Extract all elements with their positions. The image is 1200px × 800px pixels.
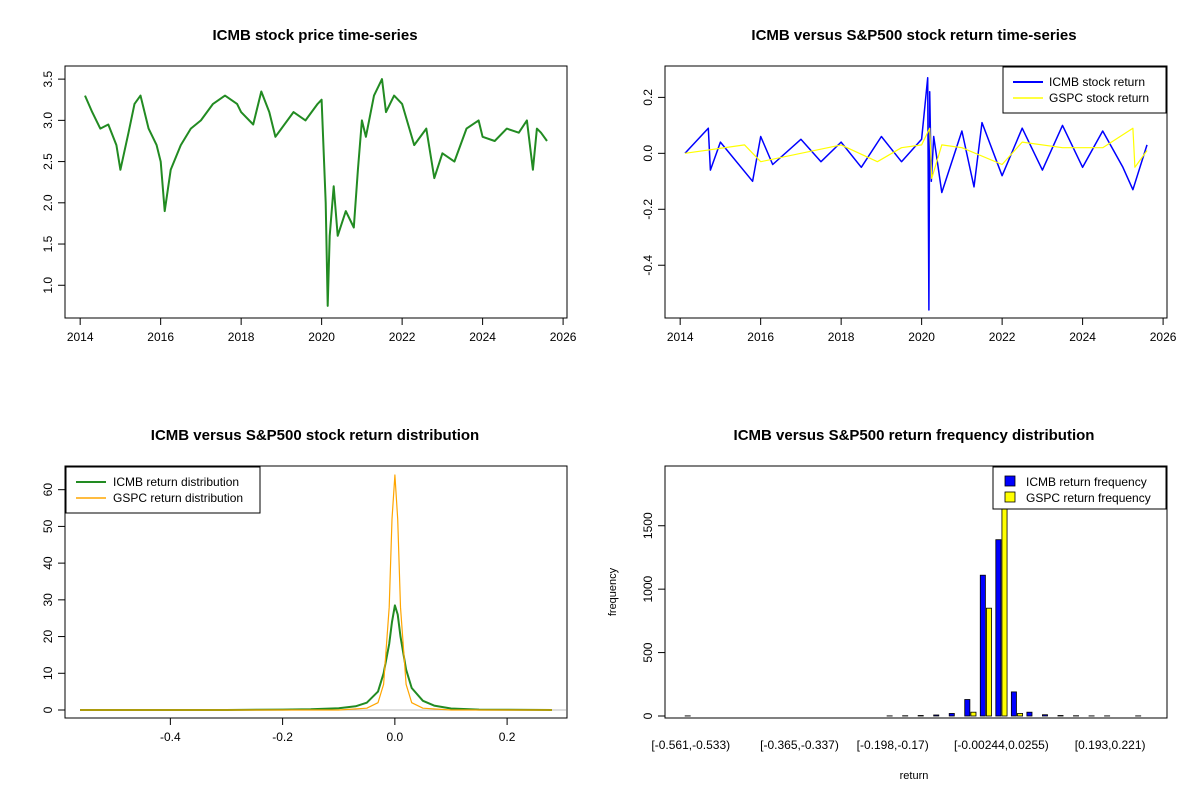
density-series	[80, 474, 566, 711]
density-x-tick-label: 0.2	[499, 730, 516, 744]
histogram-axes: 0 500 1000 1500 [-0.561,-0.533) [-0.365,-0.33…	[641, 512, 1146, 752]
histogram-x-tick-label: [-0.00244,0.0255)	[954, 738, 1049, 752]
price-x-tick-label: 2016	[147, 330, 174, 344]
returns-legend-label-gspc: GSPC stock return	[1049, 91, 1149, 105]
histogram-chart-title: ICMB versus S&P500 return frequency dist…	[734, 427, 1095, 444]
price-x-tick-label: 2020	[308, 330, 335, 344]
price-x-tick-label: 2014	[67, 330, 94, 344]
returns-x-tick-label: 2020	[908, 330, 935, 344]
histogram-legend-swatch-icmb	[1004, 475, 1016, 487]
returns-axes: 2014 2016 2018 2020 2022 2024 2026 -0.4 -0.2 0.0 0…	[641, 89, 1177, 344]
price-y-tick-label: 3.5	[41, 70, 55, 87]
returns-y-tick-label: -0.2	[641, 199, 655, 220]
icmb-frequency-bar	[964, 699, 971, 717]
icmb-frequency-bar	[1026, 711, 1033, 717]
histogram-legend-box	[992, 466, 1167, 510]
density-legend-box	[65, 466, 261, 514]
price-y-tick-label: 3.0	[41, 112, 55, 129]
returns-legend: ICMB stock return GSPC stock return	[1002, 66, 1167, 114]
icmb-frequency-bar	[995, 539, 1002, 717]
gspc-frequency-bar	[1017, 713, 1023, 717]
histogram-y-axis-label: frequency	[607, 567, 619, 616]
density-y-tick-label: 40	[41, 556, 55, 570]
price-y-tick-label: 1.0	[41, 277, 55, 294]
density-chart-title: ICMB versus S&P500 stock return distribu…	[151, 427, 479, 444]
icmb-frequency-bar	[979, 574, 986, 717]
gspc-return-line	[684, 127, 1148, 180]
returns-y-tick-label: 0.0	[641, 145, 655, 162]
histogram-x-tick-label: [0.193,0.221)	[1075, 738, 1146, 752]
gspc-frequency-bar	[986, 607, 992, 717]
panel-price: ICMB stock price time-series 2014 2016 201…	[41, 27, 577, 344]
density-legend-label-icmb: ICMB return distribution	[113, 475, 239, 489]
panel-density: ICMB versus S&P500 stock return distribu…	[41, 427, 568, 744]
histogram-x-axis-label: return	[900, 770, 929, 782]
returns-series	[684, 77, 1148, 311]
returns-y-tick-label: 0.2	[641, 89, 655, 106]
icmb-frequency-bar	[948, 713, 955, 717]
price-x-tick-label: 2022	[389, 330, 416, 344]
icmb-frequency-bar	[1057, 715, 1064, 717]
density-x-tick-label: -0.2	[272, 730, 293, 744]
returns-x-tick-label: 2014	[667, 330, 694, 344]
histogram-x-tick-label: [-0.198,-0.17)	[857, 738, 929, 752]
histogram-legend-swatch-gspc	[1004, 491, 1016, 503]
histogram-y-tick-label: 1000	[641, 575, 655, 602]
density-axes: -0.4 -0.2 0.0 0.2 0 10 20 30 40 50 60	[41, 483, 516, 744]
density-y-tick-label: 20	[41, 630, 55, 644]
histogram-y-tick-label: 1500	[641, 512, 655, 539]
density-y-tick-label: 60	[41, 483, 55, 497]
histogram-x-tick-label: [-0.561,-0.533)	[651, 738, 730, 752]
price-series	[84, 78, 548, 307]
icmb-frequency-bar	[1010, 691, 1017, 717]
gspc-density-line	[80, 474, 552, 711]
panel-returns: ICMB versus S&P500 stock return time-ser…	[641, 27, 1177, 344]
price-axes: 2014 2016 2018 2020 2022 2024 2026 1.0 1.5 2.0 2.5…	[41, 70, 577, 344]
price-y-tick-label: 2.5	[41, 153, 55, 170]
histogram-series	[684, 474, 1142, 717]
icmb-return-line	[684, 77, 1148, 311]
returns-x-tick-label: 2026	[1150, 330, 1177, 344]
returns-chart-title: ICMB versus S&P500 stock return time-ser…	[751, 27, 1076, 44]
price-series-line	[84, 78, 548, 307]
density-y-tick-label: 10	[41, 666, 55, 680]
histogram-y-tick-label: 500	[641, 642, 655, 662]
returns-legend-label-icmb: ICMB stock return	[1049, 75, 1145, 89]
price-x-tick-label: 2024	[469, 330, 496, 344]
returns-legend-box	[1002, 66, 1167, 114]
density-x-tick-label: 0.0	[387, 730, 404, 744]
returns-x-tick-label: 2024	[1069, 330, 1096, 344]
price-x-tick-label: 2026	[550, 330, 577, 344]
density-y-tick-label: 30	[41, 593, 55, 607]
density-x-tick-label: -0.4	[160, 730, 181, 744]
histogram-legend-label-icmb: ICMB return frequency	[1026, 475, 1147, 489]
price-x-tick-label: 2018	[228, 330, 255, 344]
icmb-frequency-bar	[917, 715, 924, 717]
price-plot-box	[64, 65, 568, 319]
returns-x-tick-label: 2022	[989, 330, 1016, 344]
icmb-density-line	[80, 604, 553, 711]
histogram-y-tick-label: 0	[641, 712, 655, 719]
density-y-tick-label: 50	[41, 519, 55, 533]
density-y-tick-label: 0	[41, 706, 55, 713]
density-legend-label-gspc: GSPC return distribution	[113, 491, 243, 505]
returns-x-tick-label: 2016	[747, 330, 774, 344]
price-y-tick-label: 2.0	[41, 194, 55, 211]
histogram-x-tick-label: [-0.365,-0.337)	[760, 738, 839, 752]
gspc-frequency-bar	[970, 711, 977, 717]
icmb-frequency-bar	[1042, 714, 1048, 717]
returns-x-tick-label: 2018	[828, 330, 855, 344]
histogram-legend: ICMB return frequency GSPC return freque…	[992, 466, 1167, 510]
returns-y-tick-label: -0.4	[641, 255, 655, 276]
panel-histogram: ICMB versus S&P500 return frequency dist…	[607, 427, 1168, 782]
price-y-tick-label: 1.5	[41, 235, 55, 252]
density-legend: ICMB return distribution GSPC return dis…	[65, 466, 261, 514]
histogram-legend-label-gspc: GSPC return frequency	[1026, 491, 1151, 505]
gspc-frequency-bar	[1001, 474, 1008, 717]
price-chart-title: ICMB stock price time-series	[212, 27, 417, 44]
icmb-frequency-bar	[933, 714, 940, 717]
